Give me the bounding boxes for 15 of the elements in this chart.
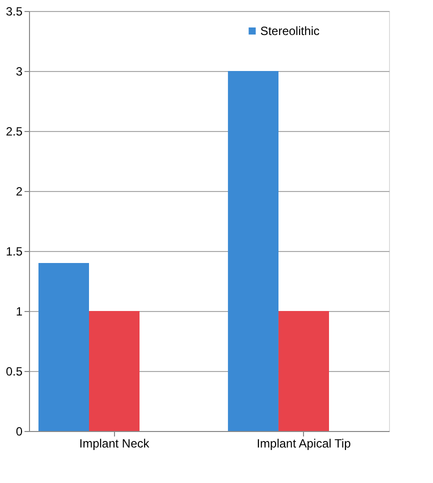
y-tick-label: 3.5: [6, 4, 23, 18]
y-tick-label: 0.5: [6, 364, 23, 378]
bar: [89, 311, 140, 431]
y-tick-label: 1: [16, 304, 23, 318]
y-tick-label: 1.5: [6, 244, 23, 258]
y-tick-label: 0: [16, 424, 23, 438]
x-tick-label: Implant Apical Tip: [256, 436, 352, 450]
y-tick-label: 2.5: [6, 124, 23, 138]
x-tick-label: Implant Neck: [79, 436, 150, 450]
legend-label: Stereolithic: [260, 24, 320, 38]
y-tick-label: 3: [16, 64, 23, 78]
bar: [38, 263, 89, 431]
bar: [228, 71, 278, 431]
y-tick-label: 2: [16, 184, 23, 198]
bar: [278, 311, 329, 431]
